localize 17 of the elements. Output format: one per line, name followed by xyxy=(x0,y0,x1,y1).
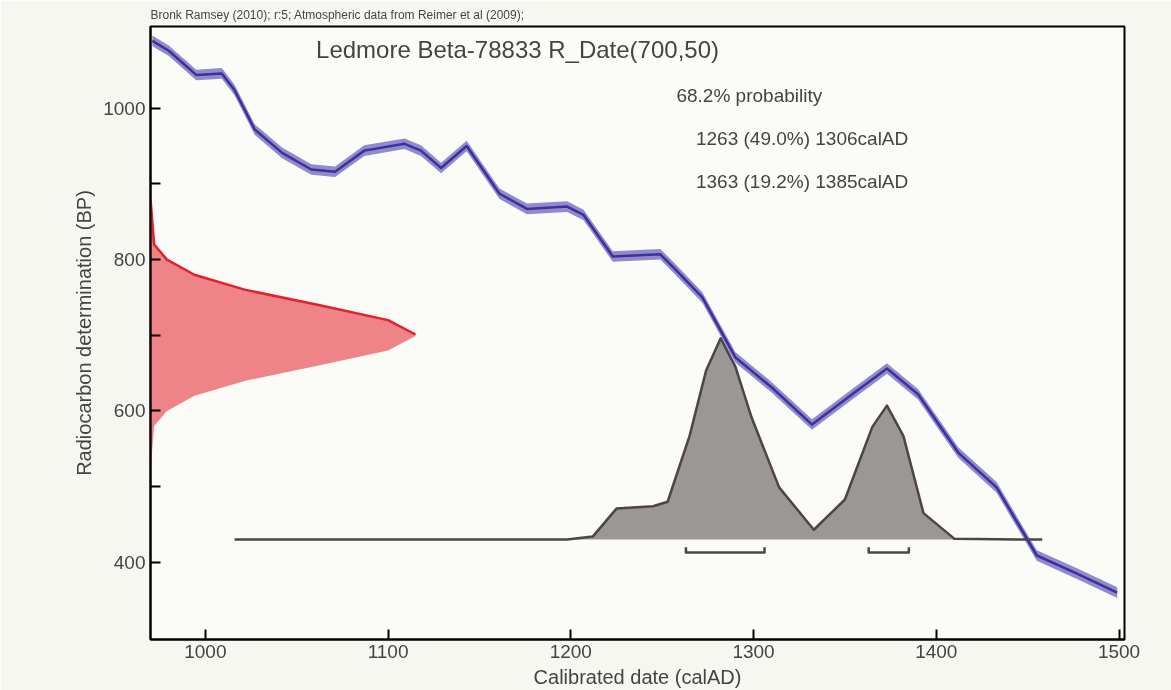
y-axis-title: Radiocarbon determination (BP) xyxy=(73,190,96,476)
annotation: 1263 (49.0%) 1306calAD xyxy=(695,127,909,149)
x-tick-label: 1000 xyxy=(184,640,227,662)
chart-subtitle: Bronk Ramsey (2010); r:5; Atmospheric data from Reimer et al (2009); xyxy=(150,7,524,22)
y-tick-label: 1000 xyxy=(103,97,146,119)
y-tick-label: 400 xyxy=(113,551,146,573)
x-tick-label: 1100 xyxy=(367,640,409,662)
y-tick-label: 800 xyxy=(113,249,146,271)
x-axis-title: Calibrated date (calAD) xyxy=(533,665,742,688)
y-tick-label: 600 xyxy=(113,400,146,422)
x-tick-label: 1500 xyxy=(1097,640,1141,662)
x-tick-label: 1200 xyxy=(549,640,592,662)
annotation: 1363 (19.2%) 1385calAD xyxy=(695,170,909,192)
x-tick-label: 1300 xyxy=(732,640,775,662)
chart-title: Ledmore Beta-78833 R_Date(700,50) xyxy=(316,35,720,63)
x-tick-label: 1400 xyxy=(915,640,958,662)
annotation: 68.2% probability xyxy=(676,84,823,106)
